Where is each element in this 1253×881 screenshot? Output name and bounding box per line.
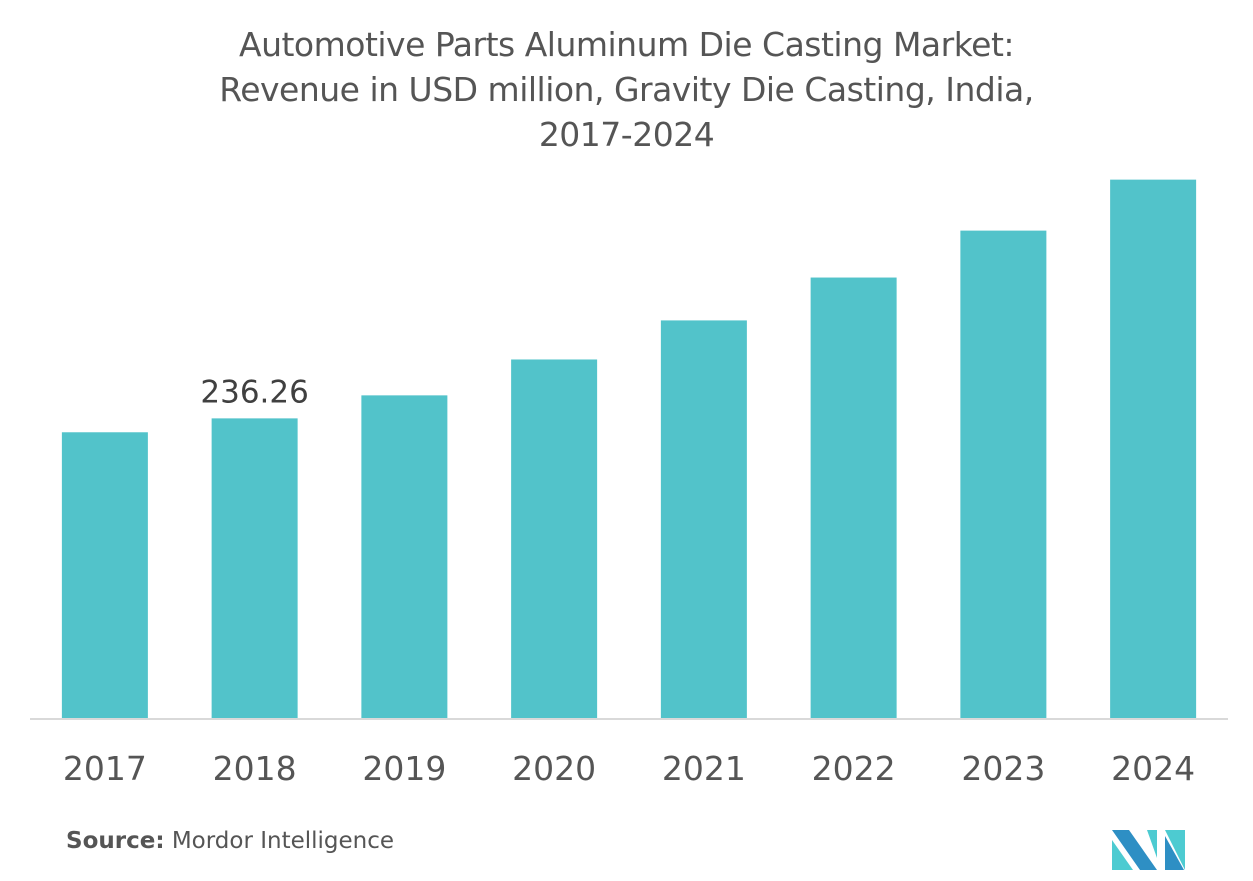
data-label-2018: 236.26 (200, 374, 308, 410)
logo-stripe-light-right (1165, 830, 1185, 870)
x-tick-label-2017: 2017 (63, 749, 147, 788)
bar-2021 (660, 320, 747, 718)
bar-2018 (211, 418, 298, 718)
x-tick-label-2022: 2022 (812, 749, 896, 788)
bar-2020 (511, 359, 598, 718)
x-tick-label-2021: 2021 (662, 749, 746, 788)
chart-title-line-3: 2017-2024 (538, 115, 715, 154)
source-note: Source: Mordor Intelligence (66, 828, 394, 854)
chart-title-line-2: Revenue in USD million, Gravity Die Cast… (219, 70, 1034, 109)
source-label: Source: (66, 828, 165, 854)
logo-stripe-light-left (1112, 840, 1133, 870)
chart-title: Automotive Parts Aluminum Die Casting Ma… (0, 22, 1253, 157)
x-tick-labels: 2017 2018 2019 2020 2021 2022 2023 2024 (63, 749, 1195, 788)
chart-title-line-1: Automotive Parts Aluminum Die Casting Ma… (239, 25, 1015, 64)
x-tick-label-2018: 2018 (213, 749, 297, 788)
bar-2023 (960, 230, 1047, 718)
logo-stripe-dark (1112, 830, 1157, 870)
bar-2017 (61, 432, 148, 718)
x-tick-label-2024: 2024 (1111, 749, 1195, 788)
x-tick-label-2023: 2023 (961, 749, 1045, 788)
bar-2019 (361, 395, 448, 718)
x-tick-label-2020: 2020 (512, 749, 596, 788)
bar-2024 (1110, 179, 1197, 718)
mordor-intelligence-logo-icon (1112, 830, 1185, 870)
data-labels: 236.26 (200, 374, 308, 410)
source-value: Mordor Intelligence (171, 828, 395, 854)
bars-group (61, 179, 1197, 718)
bar-2022 (810, 277, 897, 718)
x-tick-label-2019: 2019 (362, 749, 446, 788)
logo-stripe-light-mid (1147, 830, 1157, 858)
logo-stripe-dark-right (1165, 836, 1184, 870)
